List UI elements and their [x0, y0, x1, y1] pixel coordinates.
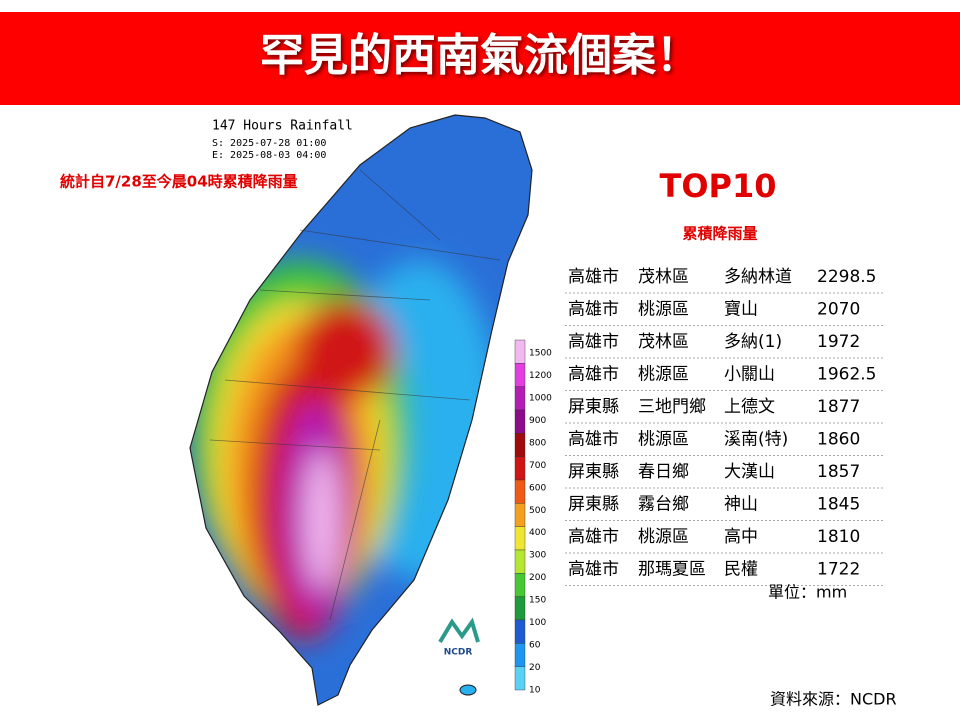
slide-title: 罕見的西南氣流個案！: [260, 30, 700, 81]
table-cell: 三地門鄉: [638, 397, 706, 417]
legend-label: 150: [529, 596, 546, 606]
map-note: 統計自7/28至今晨04時累積降雨量: [60, 173, 298, 191]
legend-label: 1000: [529, 393, 552, 403]
table-title: TOP10: [659, 167, 776, 205]
table-cell: 2298.5: [817, 267, 876, 287]
table-cell: 桃源區: [638, 527, 689, 547]
table-cell: 1722: [817, 560, 860, 580]
legend-label: 500: [529, 506, 546, 516]
color-legend: 1500 1200 1000 900 800 700 600 500 400 300 200 150 1…: [514, 339, 552, 696]
table-cell: 高雄市: [568, 332, 619, 352]
legend-swatch: [514, 409, 526, 434]
table-cell: 高雄市: [568, 430, 619, 450]
legend-swatch: [514, 643, 526, 667]
legend-swatch: [514, 526, 526, 551]
table-cell: 高雄市: [568, 560, 619, 580]
table-cell: 小關山: [724, 365, 775, 385]
legend-swatch: [514, 503, 526, 527]
table-cell: 屏東縣: [568, 462, 619, 482]
table-cell: 高中: [724, 527, 758, 547]
table-cell: 高雄市: [568, 527, 619, 547]
table-cell: 1860: [817, 430, 860, 450]
table-cell: 高雄市: [568, 267, 619, 287]
table-cell: 1845: [817, 495, 860, 515]
legend-label: 1500: [529, 349, 552, 359]
unit-note: 單位：mm: [768, 583, 847, 602]
table-cell: 1810: [817, 527, 860, 547]
table-cell: 1962.5: [817, 365, 876, 385]
table-cell: 春日鄉: [638, 462, 689, 482]
legend-swatch: [514, 339, 526, 364]
table-cell: 1877: [817, 397, 860, 417]
map-start: S: 2025-07-28 01:00: [212, 138, 326, 149]
table-cell: 寶山: [724, 299, 758, 320]
table-cell: 多納林道: [724, 267, 792, 287]
legend-swatch: [514, 479, 526, 504]
legend-swatch: [514, 363, 526, 387]
map-title: 147 Hours Rainfall: [212, 119, 353, 134]
table-cell: 桃源區: [638, 430, 689, 450]
title-banner: [0, 12, 960, 105]
table-cell: 桃源區: [638, 300, 689, 320]
legend-label: 300: [529, 551, 546, 561]
table-cell: 1857: [817, 462, 860, 482]
table-cell: 那瑪夏區: [638, 560, 706, 580]
table-cell: 高雄市: [568, 300, 619, 320]
legend-label: 1200: [529, 371, 552, 381]
legend-label: 700: [529, 461, 546, 471]
table-cell: 大漢山: [724, 462, 775, 482]
table-cell: 多納(1): [724, 332, 782, 352]
table-cell: 屏東縣: [568, 495, 619, 515]
table-cell: 茂林區: [638, 332, 689, 352]
legend-label: 200: [529, 573, 546, 583]
table-cell: 屏東縣: [568, 397, 619, 417]
table-cell: 桃源區: [638, 365, 689, 385]
table-subtitle: 累積降雨量: [682, 225, 757, 243]
table-cell: 2070: [817, 300, 860, 320]
rainfall-map: [189, 114, 533, 706]
source-note: 資料來源：NCDR: [770, 690, 897, 709]
table-cell: 神山: [724, 495, 758, 515]
table-cell: 上德文: [724, 397, 775, 417]
legend-swatch: [514, 619, 526, 644]
legend-swatch: [514, 386, 526, 411]
legend-label: 900: [529, 416, 546, 426]
table-cell: 溪南(特): [724, 430, 788, 450]
logo-mark: [438, 617, 480, 644]
legend-label: 400: [529, 528, 546, 538]
table-cell: 茂林區: [638, 267, 689, 287]
legend-swatch: [514, 596, 526, 621]
legend-label: 20: [529, 663, 541, 673]
legend-label: 10: [529, 686, 541, 696]
map-end: E: 2025-08-03 04:00: [212, 150, 326, 161]
legend-label: 60: [529, 641, 541, 651]
legend-swatch: [514, 666, 526, 691]
table-cell: 民權: [724, 560, 758, 580]
legend-swatch: [514, 549, 526, 574]
legend-label: 100: [529, 618, 546, 628]
logo-text: NCDR: [444, 648, 473, 658]
legend-swatch: [514, 433, 526, 457]
legend-label: 600: [529, 483, 546, 493]
legend-swatch: [514, 573, 526, 597]
table-cell: 高雄市: [568, 365, 619, 385]
legend-swatch: [514, 456, 526, 481]
legend-label: 800: [529, 438, 546, 448]
table-cell: 1972: [817, 332, 860, 352]
table-cell: 霧台鄉: [638, 495, 689, 515]
